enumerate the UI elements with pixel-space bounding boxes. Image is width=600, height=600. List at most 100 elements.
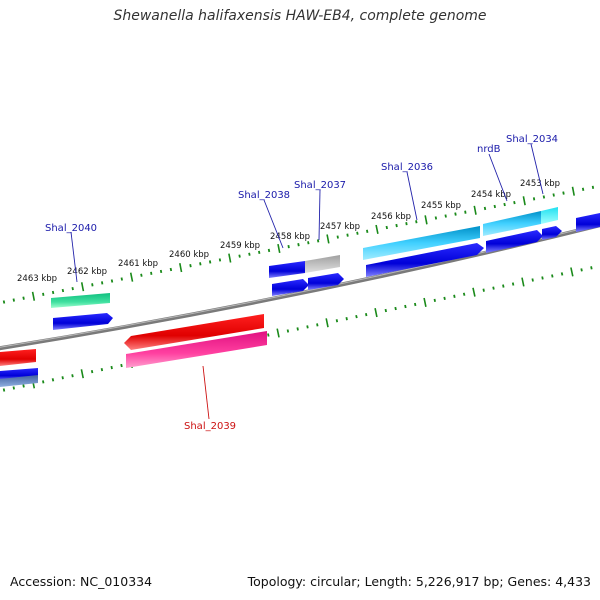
tick-label: 2461 kbp [118,259,158,269]
gene-shal-2039-red[interactable] [124,314,264,350]
page-title: Shewanella halifaxensis HAW-EB4, complet… [113,8,487,24]
gene-shal-2039-pink[interactable] [126,331,267,368]
major-tick [276,328,280,338]
gene-labels: Shal_2040 Shal_2039 Shal_2038 Shal_2037 … [45,134,558,432]
minor-tick [394,306,397,311]
minor-tick [355,314,358,319]
minor-tick [71,374,74,378]
minor-tick [101,281,104,285]
gene-next-cds[interactable] [576,213,600,232]
minor-tick [395,223,398,228]
gene-shal-2036-rrna[interactable] [363,226,480,260]
minor-tick [562,191,565,195]
minor-tick [110,279,114,283]
gene-shal-2038-cds[interactable] [269,261,305,278]
minor-tick [541,276,544,280]
gene-shal-2034-rrna[interactable] [541,207,558,224]
minor-tick [287,244,290,249]
minor-tick [199,262,202,266]
minor-tick [258,250,261,254]
gene-label-shal-2040[interactable]: Shal_2040 [45,223,97,234]
major-tick [375,224,379,234]
gene-shal-2036-cds[interactable] [366,243,484,277]
minor-tick [100,368,104,372]
major-tick [424,215,428,225]
minor-tick [316,323,319,327]
major-tick [31,291,36,301]
minor-tick [511,282,515,286]
minor-tick [513,201,516,205]
minor-tick [493,204,496,209]
gene-label-shal-2038[interactable]: Shal_2038 [238,190,290,201]
major-tick [473,205,477,215]
major-tick [80,282,85,292]
gene-label-shal-2034[interactable]: Shal_2034 [506,134,558,145]
minor-tick [218,258,222,262]
minor-tick [42,380,45,384]
major-tick [179,263,183,273]
major-tick [325,318,329,328]
label-leader-line [70,231,78,283]
tick-label: 2457 kbp [320,222,360,232]
minor-tick [120,363,123,368]
minor-tick [296,327,299,331]
tick-label: 2456 kbp [371,212,411,222]
tick-label: 2460 kbp [169,250,209,260]
minor-tick [405,222,408,226]
gene-nrdb-cds[interactable] [486,230,543,253]
minor-tick [22,384,25,388]
minor-tick [120,277,123,281]
major-tick [521,277,525,287]
tick-label: 2459 kbp [220,241,260,251]
minor-tick [464,210,467,214]
minor-tick [169,267,173,272]
gene-shal-2037-gap[interactable] [305,255,340,273]
minor-tick [433,298,436,302]
minor-tick [580,268,583,272]
minor-tick [159,269,163,274]
minor-tick [346,233,349,237]
gene-label-shal-2036[interactable]: Shal_2036 [381,162,433,173]
minor-tick [2,388,6,392]
gene-prev-cds-lower[interactable] [0,375,38,387]
major-tick [423,297,427,307]
major-tick [570,267,574,277]
minor-tick [492,286,495,290]
tick-label: 2455 kbp [421,201,461,211]
minor-tick [453,294,456,298]
minor-tick [51,378,55,382]
tick-labels: 2463 kbp 2462 kbp 2461 kbp 2460 kbp 2459… [17,179,560,284]
minor-tick [502,284,505,288]
major-tick [277,243,281,254]
minor-tick [415,220,418,224]
major-tick [129,272,134,282]
label-leader-line [530,143,544,195]
reverse-strand-features [0,314,267,387]
minor-tick [384,308,387,313]
gene-label-shal-2039[interactable]: Shal_2039 [184,421,236,432]
minor-tick [208,260,212,264]
minor-tick [454,212,457,216]
gene-shal-2034-cds[interactable] [542,226,562,240]
gene-shal-2038-cds-lower[interactable] [272,279,309,296]
minor-tick [591,185,595,189]
gene-label-shal-2037[interactable]: Shal_2037 [294,180,346,191]
minor-tick [189,264,192,268]
minor-tick [590,266,593,270]
gene-nrdb-rrna[interactable] [483,211,541,236]
label-leader-line [263,199,284,249]
minor-tick [61,376,64,380]
gene-label-nrdb[interactable]: nrdB [477,144,501,155]
gene-shal-2040-cds[interactable] [53,313,113,330]
minor-tick [434,216,438,220]
forward-strand-features [51,207,600,330]
minor-tick [307,241,310,245]
minor-tick [286,329,290,333]
gene-prev-red[interactable] [0,349,36,366]
minor-tick [91,283,94,287]
gene-shal-2037-cds[interactable] [308,273,344,290]
gene-shal-2040-rrna[interactable] [51,293,110,308]
tick-label: 2463 kbp [17,274,57,284]
minor-tick [267,333,270,337]
